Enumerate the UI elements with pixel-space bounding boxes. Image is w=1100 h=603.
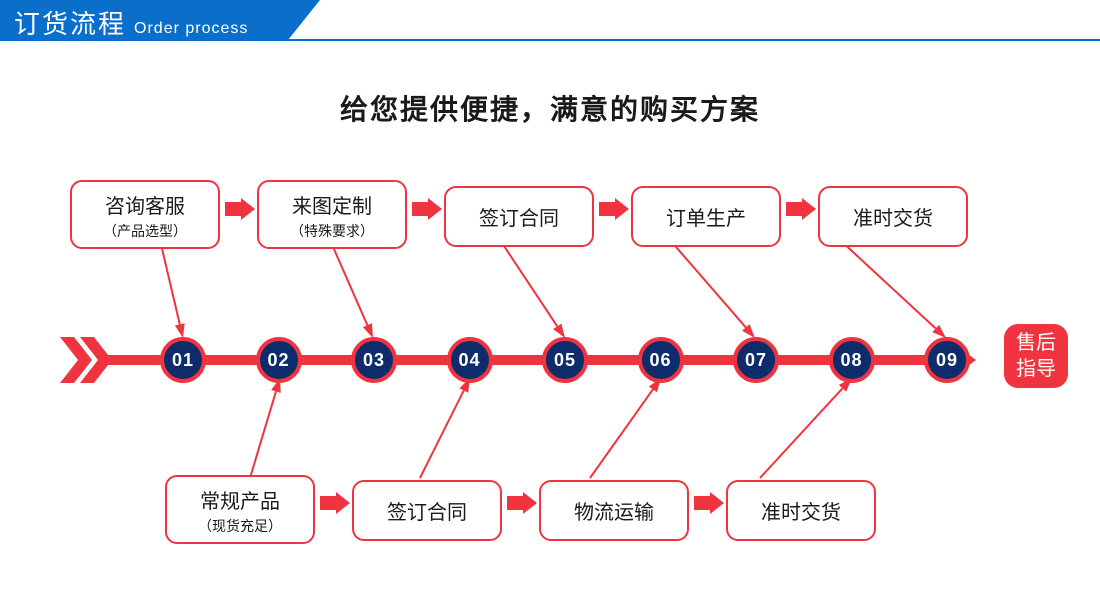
timeline-node-05: 05 [542,337,588,383]
step-arrow-top [599,198,629,220]
step-box-top: 订单生产 [631,186,781,247]
timeline-tail-icon [60,337,116,383]
fishbone-arrow [670,240,755,338]
step-arrow-top [412,198,442,220]
fishbone-arrow [760,378,852,478]
header-bar: 订货流程 Order process [0,0,1100,48]
step-arrow-bottom [694,492,724,514]
fishbone-arrow [420,378,470,478]
timeline-node-08: 08 [829,337,875,383]
header-title-zh: 订货流程 [14,4,126,41]
timeline-node-03: 03 [351,337,397,383]
subtitle: 给您提供便捷，满意的购买方案 [0,88,1100,128]
header-title-en: Order process [134,20,248,40]
timeline-node-01: 01 [160,337,206,383]
end-badge-line1: 售后 [1016,330,1056,356]
fishbone-arrow [590,378,661,478]
step-box-title: 订单生产 [647,202,765,231]
step-box-bottom: 物流运输 [539,480,689,541]
step-box-title: 签订合同 [460,202,578,231]
step-box-bottom: 常规产品（现货充足） [165,475,315,544]
fishbone-arrow [330,240,373,338]
step-box-subtitle: （特殊要求） [273,221,391,241]
step-box-bottom: 准时交货 [726,480,876,541]
fishbone-arrow [500,240,565,338]
step-arrow-top [786,198,816,220]
step-box-top: 咨询客服（产品选型） [70,180,220,249]
step-arrow-bottom [320,492,350,514]
step-box-title: 准时交货 [834,202,952,231]
fishbone-arrow [250,378,281,478]
timeline-node-06: 06 [638,337,684,383]
step-box-title: 准时交货 [742,496,860,525]
step-box-top: 准时交货 [818,186,968,247]
header-underline [0,39,1100,41]
step-box-title: 咨询客服 [86,190,204,219]
header-tab: 订货流程 Order process [0,0,288,40]
diagram-canvas: 咨询客服（产品选型）来图定制（特殊要求）签订合同订单生产准时交货常规产品（现货充… [0,130,1100,570]
step-box-title: 物流运输 [555,496,673,525]
end-badge-line2: 指导 [1016,356,1056,382]
timeline-bar [100,355,948,365]
fishbone-arrow [160,240,185,338]
timeline-node-09: 09 [924,337,970,383]
step-box-top: 来图定制（特殊要求） [257,180,407,249]
timeline-node-04: 04 [447,337,493,383]
fishbone-arrow [840,240,946,338]
step-box-top: 签订合同 [444,186,594,247]
timeline-node-07: 07 [733,337,779,383]
step-box-subtitle: （现货充足） [181,516,299,536]
step-arrow-bottom [507,492,537,514]
step-box-title: 签订合同 [368,496,486,525]
step-box-subtitle: （产品选型） [86,221,204,241]
timeline-node-02: 02 [256,337,302,383]
step-box-title: 常规产品 [181,485,299,514]
step-box-bottom: 签订合同 [352,480,502,541]
end-badge: 售后指导 [1004,324,1068,388]
step-arrow-top [225,198,255,220]
step-box-title: 来图定制 [273,190,391,219]
